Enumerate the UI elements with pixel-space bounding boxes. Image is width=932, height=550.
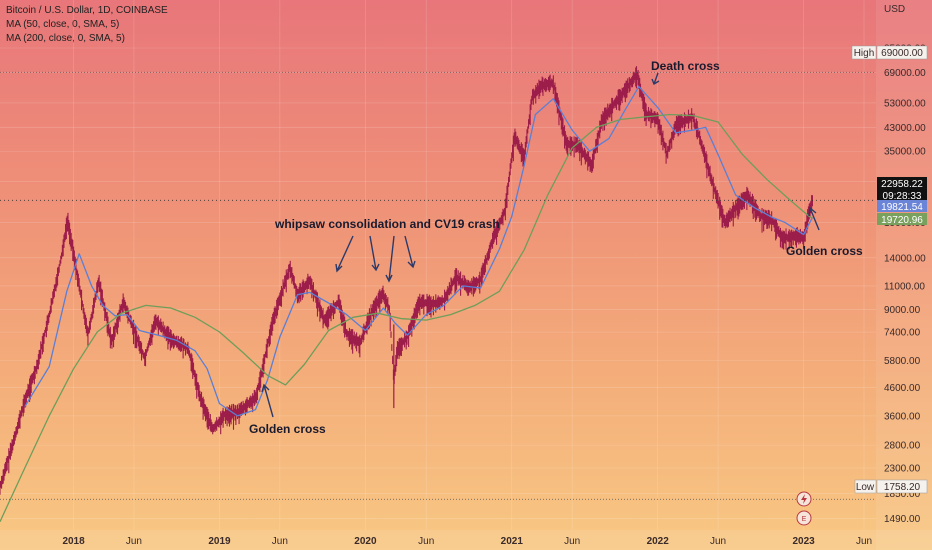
high-badge-label: High <box>854 48 875 59</box>
low-badge: Low 1758.20 <box>854 479 928 494</box>
y-tick-label: 43000.00 <box>884 123 926 134</box>
time-axis-bg <box>0 530 932 550</box>
legend-ma200: MA (200, close, 0, SMA, 5) <box>6 33 125 44</box>
golden-cross-2023-arrow <box>808 206 820 231</box>
golden-cross-2023-label: Golden cross <box>786 244 863 258</box>
price-badge-value: 22958.22 <box>881 179 923 190</box>
ma50-badge-value: 19821.54 <box>881 202 923 213</box>
y-tick-label: 14000.00 <box>884 253 926 264</box>
x-tick-label: 2020 <box>354 536 377 547</box>
x-tick-label: 2018 <box>62 536 85 547</box>
x-tick-label: Jun <box>126 536 142 547</box>
currency-label: USD <box>884 4 905 15</box>
golden-cross-2019-label: Golden cross <box>249 422 326 436</box>
y-tick-label: 1850.00 <box>884 489 921 500</box>
price-badge: 22958.22 09:28:33 <box>877 177 927 202</box>
lightning-icon[interactable] <box>796 491 812 507</box>
y-tick-label: 3600.00 <box>884 411 921 422</box>
death-cross-arrow <box>651 72 660 86</box>
chart-legend: Bitcoin / U.S. Dollar, 1D, COINBASE MA (… <box>6 4 168 46</box>
x-tick-label: Jun <box>856 536 872 547</box>
y-tick-label: 2800.00 <box>884 441 921 452</box>
price-axis: USD85000.0069000.0053000.0043000.0035000… <box>876 0 932 550</box>
low-badge-value: 1758.20 <box>884 482 921 493</box>
death-cross-label: Death cross <box>651 59 720 73</box>
x-tick-label: Jun <box>418 536 434 547</box>
x-tick-label: Jun <box>272 536 288 547</box>
x-tick-label: 2019 <box>208 536 231 547</box>
y-tick-label: 5800.00 <box>884 356 921 367</box>
x-tick-label: Jun <box>564 536 580 547</box>
time-axis: 2018 Jun 2019 Jun 2020 Jun 2021 Jun 2022 Jun 2023 J… <box>0 530 932 550</box>
low-badge-label: Low <box>856 482 875 493</box>
grid-lines <box>0 0 876 530</box>
ma50-line <box>24 85 813 417</box>
golden-cross-2019-arrow <box>261 383 274 418</box>
y-tick-label: 2300.00 <box>884 464 921 475</box>
y-tick-label: 69000.00 <box>884 68 926 79</box>
ma50-badge: 19821.54 <box>877 200 927 213</box>
whipsaw-arrow-1 <box>335 235 354 273</box>
ma200-line <box>0 113 813 522</box>
legend-ma50: MA (50, close, 0, SMA, 5) <box>6 19 120 30</box>
y-tick-label: 7400.00 <box>884 328 921 339</box>
y-tick-label: 11000.00 <box>884 281 925 292</box>
ma200-badge: 19720.96 <box>877 213 927 226</box>
whipsaw-arrow-2 <box>369 235 380 272</box>
x-tick-label: 2023 <box>793 536 816 547</box>
whipsaw-label: whipsaw consolidation and CV19 crash <box>274 217 500 231</box>
x-tick-label: 2021 <box>501 536 524 547</box>
high-badge-value: 69000.00 <box>881 48 923 59</box>
y-tick-label: 1490.00 <box>884 514 921 525</box>
price-badge-countdown: 09:28:33 <box>883 191 922 202</box>
y-tick-label: 9000.00 <box>884 305 921 316</box>
ma200-badge-value: 19720.96 <box>881 215 923 226</box>
dividend-icon[interactable]: E <box>796 510 812 526</box>
whipsaw-arrow-4 <box>404 235 416 269</box>
y-tick-label: 4600.00 <box>884 383 921 394</box>
annotations: Death cross whipsaw consolidation and CV… <box>249 59 863 436</box>
y-tick-label: 53000.00 <box>884 98 926 109</box>
whipsaw-arrow-3 <box>385 235 395 283</box>
legend-title: Bitcoin / U.S. Dollar, 1D, COINBASE <box>6 5 168 16</box>
plot-series <box>0 66 813 522</box>
price-axis-bg <box>876 0 932 550</box>
high-badge: High 69000.00 <box>851 45 928 60</box>
x-tick-label: 2022 <box>647 536 670 547</box>
y-tick-label: 35000.00 <box>884 147 926 158</box>
x-tick-label: Jun <box>710 536 726 547</box>
svg-text:E: E <box>802 516 807 523</box>
